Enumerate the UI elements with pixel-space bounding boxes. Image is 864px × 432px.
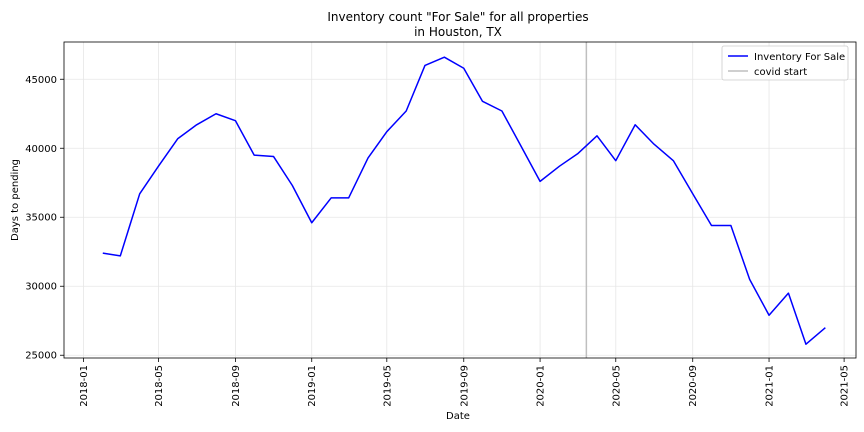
legend: Inventory For Sale covid start: [721, 45, 849, 81]
y-tick-label: 30000: [25, 282, 57, 293]
x-tick-label: 2019-01: [307, 365, 318, 407]
x-tick-label: 2018-01: [79, 365, 90, 407]
y-tick-label: 35000: [25, 213, 57, 224]
legend-label-inventory: Inventory For Sale: [754, 52, 845, 63]
series-line-inventory: [102, 56, 826, 345]
x-axis-label: Date: [446, 411, 470, 422]
x-tick-label: 2021-05: [840, 365, 851, 407]
x-tick-label: 2020-05: [611, 365, 622, 407]
y-axis-ticks: 25000 30000 35000 40000 45000: [25, 75, 64, 362]
x-tick-label: 2021-01: [765, 365, 776, 407]
grid: [64, 42, 856, 358]
x-tick-label: 2019-05: [382, 365, 393, 407]
y-axis-label: Days to pending: [10, 159, 21, 241]
legend-box: [721, 45, 849, 81]
plot-frame: [63, 41, 857, 359]
x-tick-label: 2018-05: [154, 365, 165, 407]
chart-title-line-1: Inventory count "For Sale" for all prope…: [327, 10, 588, 24]
x-tick-label: 2020-09: [688, 365, 699, 407]
x-tick-label: 2020-01: [536, 365, 547, 407]
chart-title-line-2: in Houston, TX: [414, 25, 502, 39]
y-tick-label: 40000: [25, 144, 57, 155]
x-tick-label: 2018-09: [231, 365, 242, 407]
legend-label-covid: covid start: [754, 67, 807, 78]
y-tick-label: 45000: [25, 75, 57, 86]
series-lines: [102, 56, 826, 345]
x-tick-label: 2019-09: [459, 365, 470, 407]
y-tick-label: 25000: [25, 351, 57, 362]
x-axis-ticks: 2018-01 2018-05 2018-09 2019-01 2019-05 2019-…: [79, 358, 851, 407]
